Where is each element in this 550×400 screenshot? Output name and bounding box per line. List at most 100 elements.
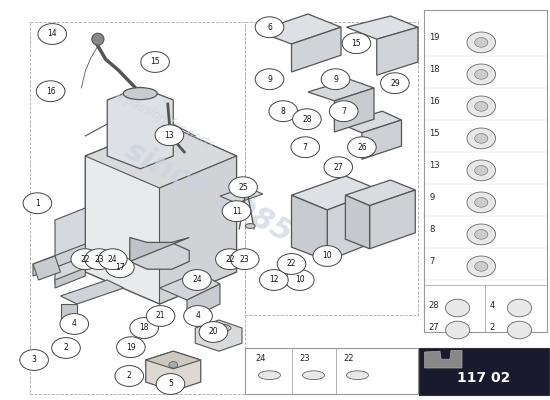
Text: 15: 15 (429, 129, 439, 138)
Text: 2: 2 (127, 372, 131, 380)
Circle shape (216, 249, 244, 270)
Text: 22: 22 (225, 255, 235, 264)
Circle shape (507, 299, 532, 317)
Polygon shape (257, 14, 341, 44)
Polygon shape (130, 238, 189, 262)
Polygon shape (292, 195, 327, 261)
Text: 24: 24 (192, 276, 202, 284)
Text: 6: 6 (267, 23, 272, 32)
Circle shape (475, 70, 488, 79)
Circle shape (38, 24, 67, 44)
Text: 27: 27 (428, 323, 438, 332)
Text: since 1985: since 1985 (120, 136, 298, 248)
Text: 28: 28 (428, 301, 438, 310)
Polygon shape (85, 124, 236, 304)
Circle shape (467, 224, 496, 245)
Text: 22: 22 (80, 255, 90, 264)
Circle shape (507, 321, 532, 339)
Circle shape (52, 338, 80, 358)
Ellipse shape (346, 371, 368, 380)
Text: 18: 18 (139, 324, 149, 332)
Circle shape (381, 73, 409, 94)
Text: 10: 10 (322, 252, 332, 260)
Text: 4: 4 (72, 320, 76, 328)
Ellipse shape (258, 371, 280, 380)
Circle shape (98, 249, 127, 270)
Circle shape (255, 17, 284, 38)
Circle shape (467, 192, 496, 213)
Circle shape (36, 81, 65, 102)
Text: 13: 13 (164, 131, 174, 140)
Text: 21: 21 (156, 312, 166, 320)
Text: 8: 8 (429, 225, 434, 234)
Text: 9: 9 (267, 75, 272, 84)
Circle shape (255, 69, 284, 90)
Ellipse shape (238, 208, 248, 212)
Circle shape (293, 109, 321, 130)
Circle shape (184, 306, 212, 326)
Text: 7: 7 (342, 107, 346, 116)
Circle shape (475, 134, 488, 143)
Text: 12: 12 (269, 276, 279, 284)
Ellipse shape (92, 33, 104, 45)
Circle shape (199, 322, 228, 342)
Circle shape (285, 270, 314, 290)
Circle shape (141, 52, 169, 72)
Polygon shape (334, 88, 374, 132)
Text: 23: 23 (94, 255, 104, 264)
Circle shape (106, 257, 134, 278)
Circle shape (475, 102, 488, 111)
Text: 27: 27 (333, 163, 343, 172)
Circle shape (348, 137, 376, 158)
Ellipse shape (302, 371, 324, 380)
Polygon shape (130, 243, 189, 269)
Circle shape (475, 166, 488, 175)
Polygon shape (327, 190, 380, 261)
Circle shape (313, 246, 342, 266)
Text: 26: 26 (357, 143, 367, 152)
Text: 117 02: 117 02 (457, 371, 511, 385)
Polygon shape (160, 272, 220, 300)
Ellipse shape (245, 224, 255, 228)
Circle shape (23, 193, 52, 214)
Polygon shape (308, 79, 374, 101)
Circle shape (155, 125, 184, 146)
Text: 15: 15 (351, 39, 361, 48)
Circle shape (115, 366, 144, 386)
Text: 4: 4 (196, 312, 200, 320)
Circle shape (277, 254, 306, 274)
Ellipse shape (123, 88, 157, 100)
Polygon shape (146, 351, 201, 369)
Polygon shape (345, 195, 370, 249)
Polygon shape (85, 124, 236, 188)
Polygon shape (346, 16, 418, 39)
Polygon shape (107, 87, 173, 169)
Circle shape (475, 38, 488, 47)
Circle shape (446, 321, 470, 339)
Circle shape (475, 198, 488, 207)
Circle shape (130, 318, 158, 338)
Text: 10: 10 (295, 276, 305, 284)
Text: 1: 1 (35, 199, 40, 208)
Polygon shape (292, 27, 341, 72)
Polygon shape (377, 27, 418, 75)
Circle shape (230, 249, 259, 270)
Text: 16: 16 (429, 97, 439, 106)
Text: 23: 23 (240, 255, 250, 264)
Text: 28: 28 (302, 115, 312, 124)
Circle shape (260, 270, 288, 290)
Circle shape (269, 101, 298, 122)
Polygon shape (60, 280, 124, 304)
Polygon shape (55, 208, 85, 284)
Circle shape (467, 128, 496, 149)
Text: 23: 23 (299, 354, 310, 363)
Text: 18: 18 (429, 65, 439, 74)
Circle shape (475, 262, 488, 271)
Polygon shape (362, 120, 402, 159)
Text: 22: 22 (343, 354, 354, 363)
Text: 29: 29 (390, 79, 400, 88)
Polygon shape (195, 320, 242, 351)
Circle shape (71, 249, 100, 270)
Text: 19: 19 (429, 33, 439, 42)
Text: 24: 24 (108, 255, 118, 264)
